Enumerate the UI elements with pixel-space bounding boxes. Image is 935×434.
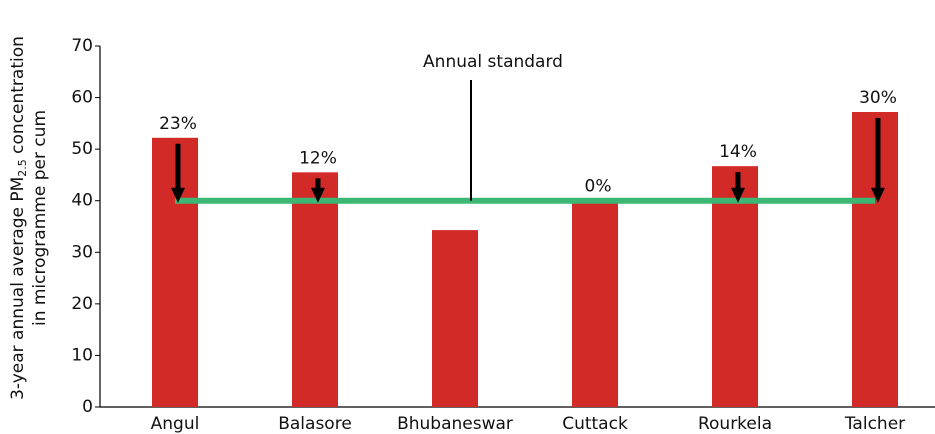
bar (292, 172, 338, 407)
reduction-arrow-head (311, 187, 325, 203)
reduction-arrow-head (731, 187, 745, 203)
y-tick-label: 50 (71, 139, 93, 159)
reduction-arrow-head (171, 187, 185, 203)
x-tick-label: Cuttack (562, 414, 628, 434)
y-tick-label: 30 (71, 242, 93, 262)
y-tick-label: 20 (71, 294, 93, 314)
bar (712, 166, 758, 407)
reduction-label: 0% (585, 177, 612, 197)
y-label-line1: 3-year annual average PM2.5 concentratio… (8, 36, 29, 400)
bar (432, 230, 478, 407)
y-axis-label: 3-year annual average PM2.5 concentratio… (8, 36, 50, 400)
y-tick-label: 60 (71, 88, 93, 108)
reduction-label: 14% (719, 142, 757, 162)
bar (852, 112, 898, 408)
y-tick-label: 10 (71, 345, 93, 365)
standard-label: Annual standard (423, 52, 563, 72)
reduction-label: 12% (299, 148, 337, 168)
bar (572, 200, 618, 407)
x-tick-label: Balasore (278, 414, 352, 434)
y-tick-label: 0 (82, 397, 93, 417)
reduction-arrow-head (871, 187, 885, 203)
x-tick-label: Rourkela (698, 414, 772, 434)
x-tick-label: Angul (151, 414, 200, 434)
y-tick-label: 40 (71, 191, 93, 211)
y-tick-label: 70 (71, 36, 93, 56)
reduction-label: 30% (859, 88, 897, 108)
x-tick-label: Talcher (844, 414, 905, 434)
x-tick-label: Bhubaneswar (397, 414, 513, 434)
bar (152, 137, 198, 407)
y-label-line2: in microgramme per cum (30, 110, 50, 326)
reduction-label: 23% (159, 114, 197, 134)
